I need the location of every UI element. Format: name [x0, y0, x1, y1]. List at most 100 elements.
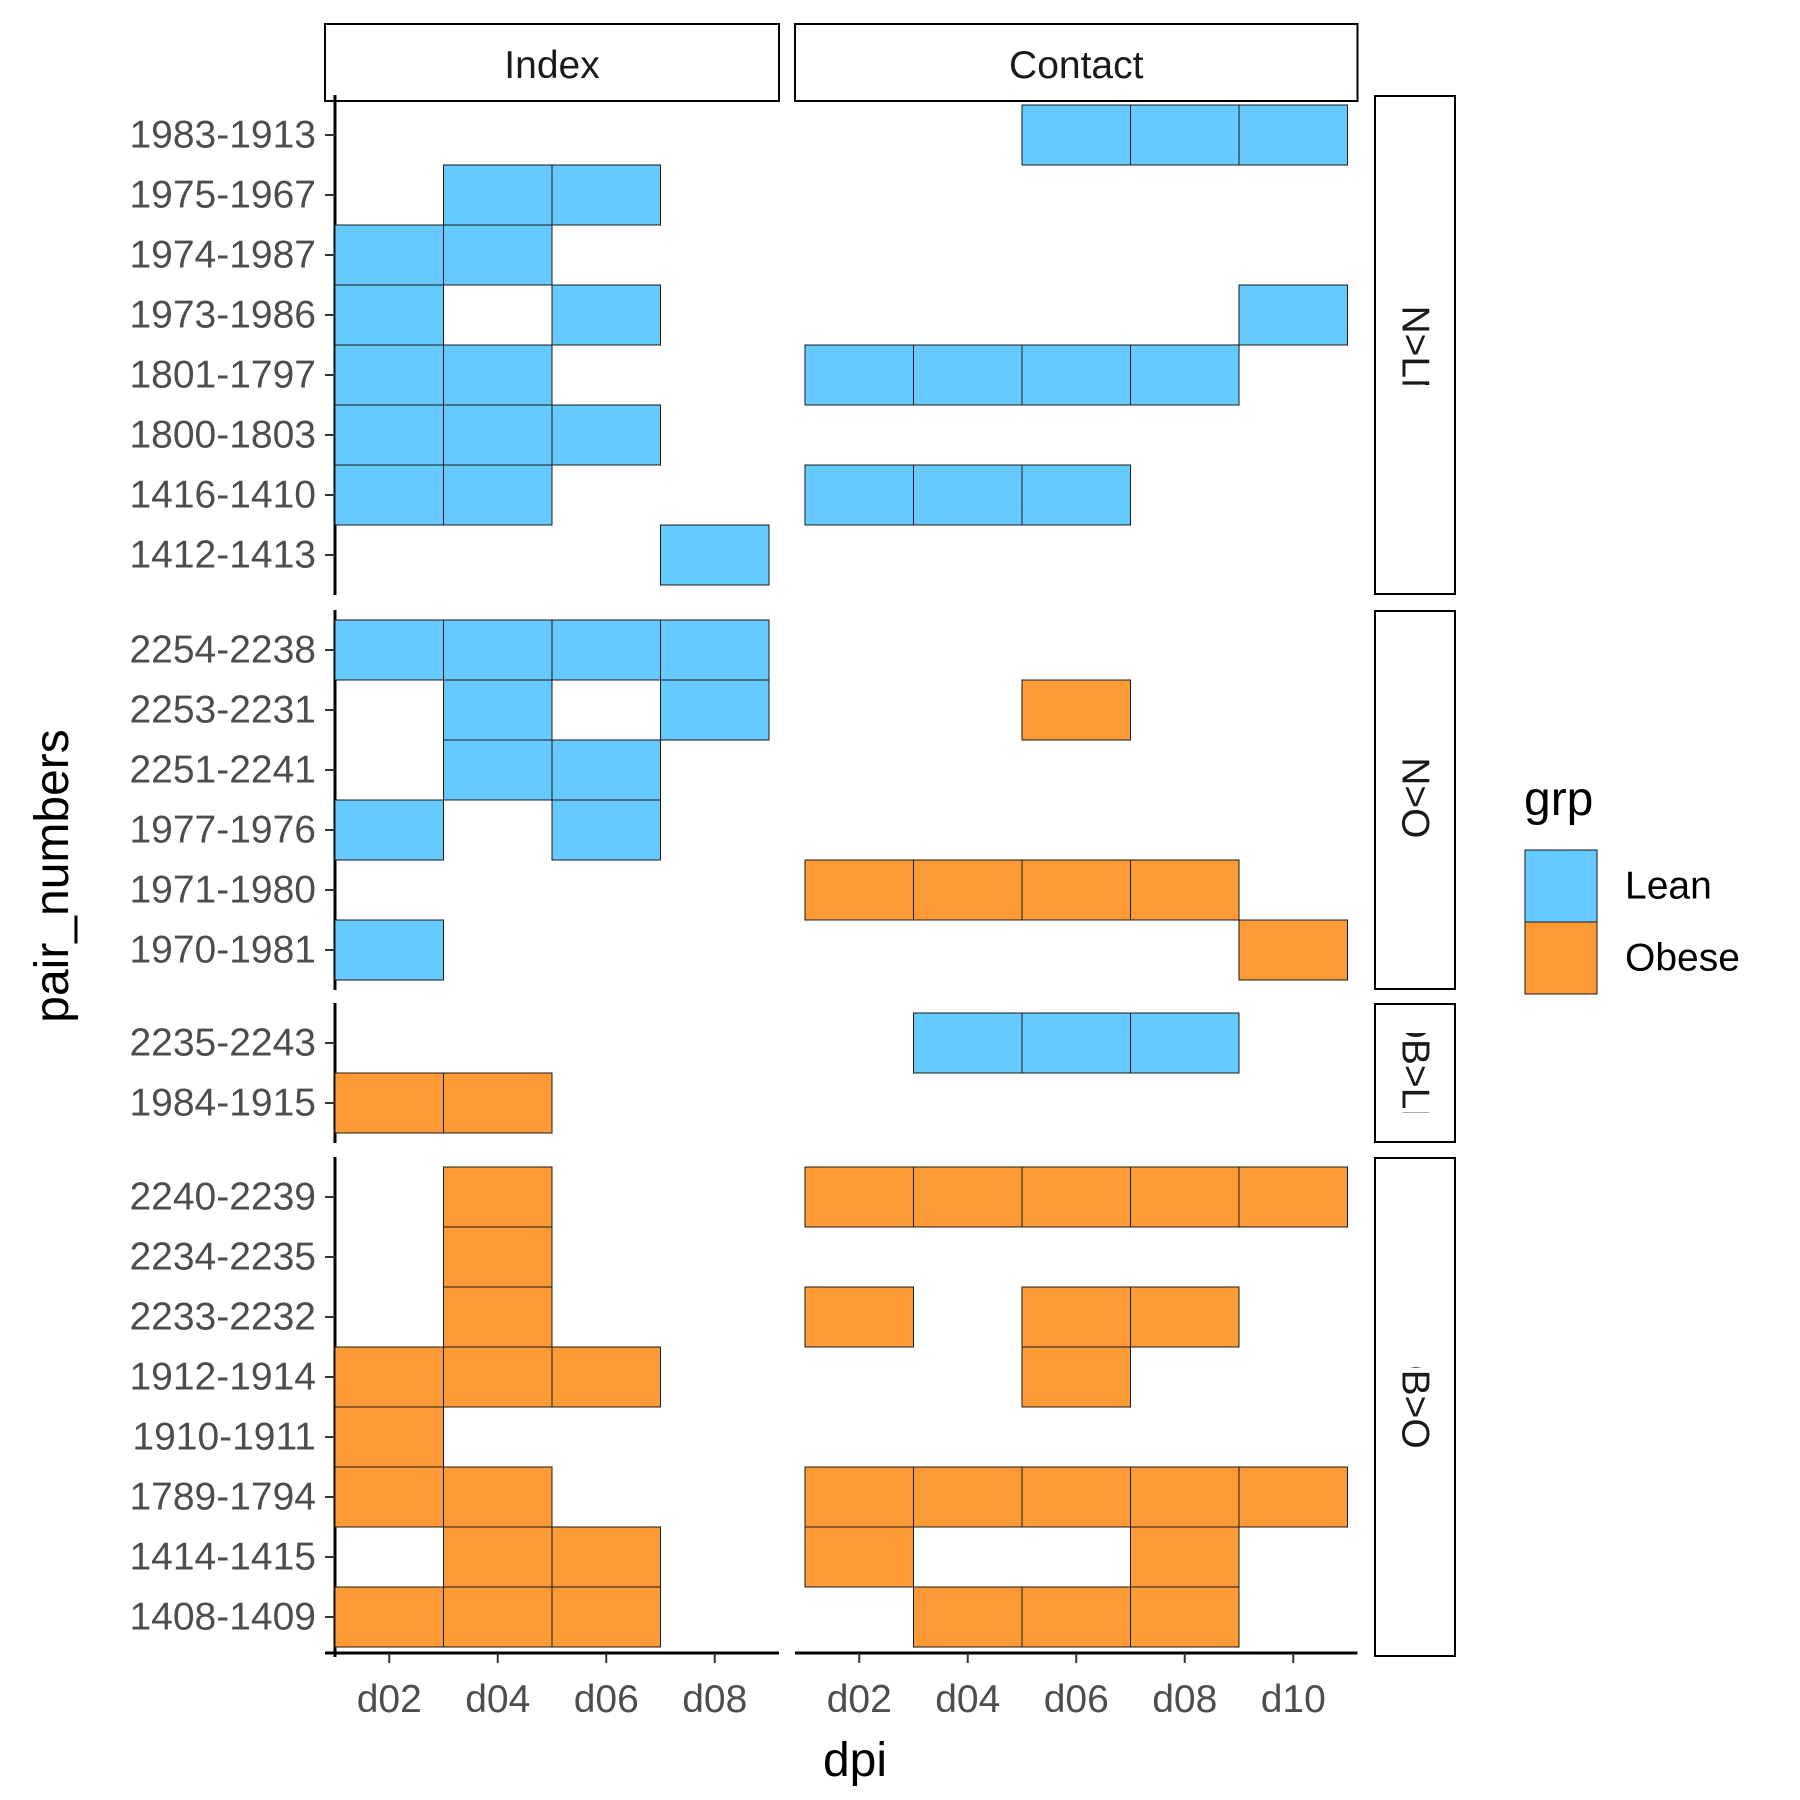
heatmap-cell	[443, 1226, 553, 1288]
column-strip-label: Contact	[1009, 44, 1144, 87]
y-tick-label: 1910-1911	[132, 1416, 316, 1459]
heatmap-cell	[660, 619, 770, 681]
heatmap-cell	[551, 164, 661, 226]
heatmap-cell	[443, 739, 553, 801]
heatmap-cell	[804, 1526, 914, 1588]
heatmap-cell	[1130, 859, 1240, 921]
x-tick-label: d02	[357, 1678, 422, 1721]
y-tick-label: 1789-1794	[129, 1476, 316, 1519]
heatmap-cell	[1021, 859, 1131, 921]
heatmap-cell	[551, 1346, 661, 1408]
heatmap-cell	[1021, 1346, 1131, 1408]
heatmap-cell	[334, 799, 444, 861]
heatmap-cell	[334, 464, 444, 526]
y-tick-label: 2253-2231	[129, 689, 316, 732]
heatmap-cell	[443, 1166, 553, 1228]
y-tick-label: 1971-1980	[129, 869, 316, 912]
heatmap-cell	[1130, 1286, 1240, 1348]
heatmap-cell	[1021, 679, 1131, 741]
heatmap-cell	[660, 524, 770, 586]
heatmap-cell	[551, 739, 661, 801]
x-tick-label: d02	[827, 1678, 892, 1721]
heatmap-cell	[1021, 1586, 1131, 1648]
row-strip-ob-ob	[1374, 1157, 1456, 1657]
heatmap-cell	[1238, 1166, 1348, 1228]
heatmap-cell	[443, 224, 553, 286]
heatmap-cell	[913, 1166, 1023, 1228]
column-strip-contact	[794, 23, 1359, 102]
heatmap-cell	[804, 1466, 914, 1528]
heatmap-cell	[804, 464, 914, 526]
heatmap-cell	[334, 919, 444, 981]
heatmap-cell	[913, 859, 1023, 921]
row-strip-label: LN>OB	[1394, 736, 1437, 865]
heatmap-cell	[443, 619, 553, 681]
heatmap-cell	[443, 679, 553, 741]
y-tick-label: 1912-1914	[129, 1356, 316, 1399]
heatmap-cell	[551, 1586, 661, 1648]
heatmap-cell	[804, 859, 914, 921]
row-strip-label: OB>LN	[1394, 1009, 1437, 1138]
heatmap-cell	[1130, 104, 1240, 166]
x-tick-label: d04	[935, 1678, 1000, 1721]
heatmap-cell	[804, 1286, 914, 1348]
y-tick-label: 1977-1976	[129, 809, 316, 852]
heatmap-cell	[1130, 1466, 1240, 1528]
y-tick-label: 2240-2239	[129, 1176, 316, 1219]
y-tick-label: 2234-2235	[129, 1236, 316, 1279]
heatmap-cell	[660, 679, 770, 741]
heatmap-cell	[1238, 1466, 1348, 1528]
heatmap-cell	[443, 464, 553, 526]
legend-key-obese	[1524, 921, 1598, 995]
heatmap-cell	[334, 619, 444, 681]
heatmap-cell	[334, 404, 444, 466]
x-tick-label: d06	[1044, 1678, 1109, 1721]
heatmap-cell	[1021, 464, 1131, 526]
heatmap-cell	[1130, 1166, 1240, 1228]
heatmap-cell	[443, 1526, 553, 1588]
legend-label: Lean	[1625, 865, 1712, 908]
legend-label: Obese	[1625, 937, 1740, 980]
row-strip-ob-ln	[1374, 1003, 1456, 1143]
heatmap-cell	[1021, 1466, 1131, 1528]
x-tick-label: d06	[574, 1678, 639, 1721]
heatmap-cell	[334, 1346, 444, 1408]
heatmap-cell	[1130, 1526, 1240, 1588]
heatmap-cell	[551, 799, 661, 861]
y-tick-label: 1801-1797	[129, 354, 316, 397]
x-tick-label: d08	[1152, 1678, 1217, 1721]
y-tick-label: 2233-2232	[129, 1296, 316, 1339]
heatmap-cell	[913, 1466, 1023, 1528]
heatmap-cell	[443, 1072, 553, 1134]
y-tick-label: 1970-1981	[129, 929, 316, 972]
heatmap-cell	[443, 1466, 553, 1528]
heatmap-cell	[443, 404, 553, 466]
y-tick-label: 1975-1967	[129, 174, 316, 217]
heatmap-cell	[334, 344, 444, 406]
y-tick-label: 1414-1415	[129, 1536, 316, 1579]
row-strip-ln-ob	[1374, 610, 1456, 990]
heatmap-cell	[1021, 1012, 1131, 1074]
y-axis-title: pair_numbers	[26, 729, 79, 1022]
y-tick-label: 1974-1987	[129, 234, 316, 277]
heatmap-cell	[1238, 104, 1348, 166]
column-strip-label: Index	[504, 44, 600, 87]
y-tick-label: 1800-1803	[129, 414, 316, 457]
column-strip-index	[324, 23, 780, 102]
y-tick-label: 1983-1913	[129, 114, 316, 157]
heatmap-cell	[804, 344, 914, 406]
heatmap-cell	[1021, 1166, 1131, 1228]
legend-title: grp	[1524, 773, 1593, 826]
x-tick-label: d08	[682, 1678, 747, 1721]
heatmap-cell	[1238, 284, 1348, 346]
heatmap-cell	[334, 1406, 444, 1468]
heatmap-cell	[551, 1526, 661, 1588]
y-tick-label: 2254-2238	[129, 629, 316, 672]
heatmap-cell	[551, 284, 661, 346]
heatmap-cell	[1130, 344, 1240, 406]
heatmap-cell	[443, 1586, 553, 1648]
heatmap-cell	[1238, 919, 1348, 981]
heatmap-cell	[913, 1012, 1023, 1074]
heatmap-cell	[1021, 1286, 1131, 1348]
heatmap-cell	[1021, 344, 1131, 406]
